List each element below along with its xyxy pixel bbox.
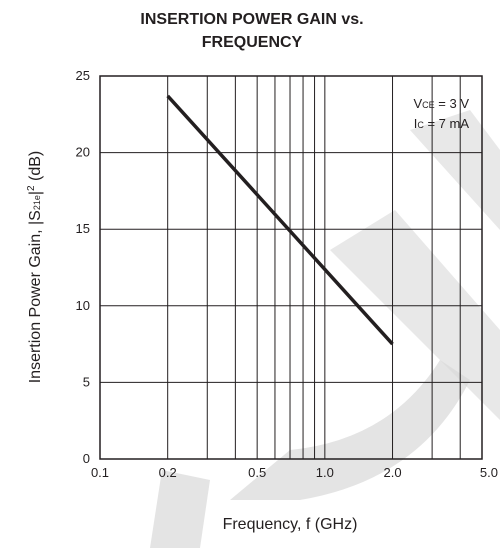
y-tick-labels: 0 5 10 15 20 25 bbox=[76, 68, 90, 466]
annotation-ic: IC = 7 mA bbox=[414, 116, 470, 131]
y-tick-label: 5 bbox=[83, 374, 90, 389]
plot-frame bbox=[99, 75, 483, 460]
x-tick-label: 5.0 bbox=[480, 465, 498, 480]
x-tick-labels: 0.1 0.2 0.5 1.0 2.0 5.0 bbox=[91, 465, 498, 480]
gain-curve-line bbox=[166, 94, 394, 346]
x-axis-label: Frequency, f (GHz) bbox=[223, 516, 358, 533]
y-tick-label: 15 bbox=[76, 221, 90, 236]
chart-title-line1: INSERTION POWER GAIN vs. bbox=[140, 11, 363, 28]
y-tick-label: 25 bbox=[76, 68, 90, 83]
x-tick-label: 0.1 bbox=[91, 465, 109, 480]
y-tick-label: 20 bbox=[76, 145, 90, 160]
x-tick-label: 0.2 bbox=[159, 465, 177, 480]
y-tick-label: 0 bbox=[83, 451, 90, 466]
y-tick-label: 10 bbox=[76, 298, 90, 313]
annotation-vce: VCE = 3 V bbox=[413, 96, 469, 111]
series bbox=[166, 94, 394, 346]
watermark-stripe bbox=[150, 470, 210, 548]
watermark-stripe bbox=[330, 210, 500, 420]
watermark-stripe bbox=[230, 360, 470, 500]
x-tick-label: 0.5 bbox=[248, 465, 266, 480]
x-tick-label: 1.0 bbox=[316, 465, 334, 480]
y-axis-label: Insertion Power Gain, |S21e|2 (dB) bbox=[26, 151, 44, 384]
chart-title-line2: FREQUENCY bbox=[202, 34, 303, 51]
x-tick-label: 2.0 bbox=[383, 465, 401, 480]
